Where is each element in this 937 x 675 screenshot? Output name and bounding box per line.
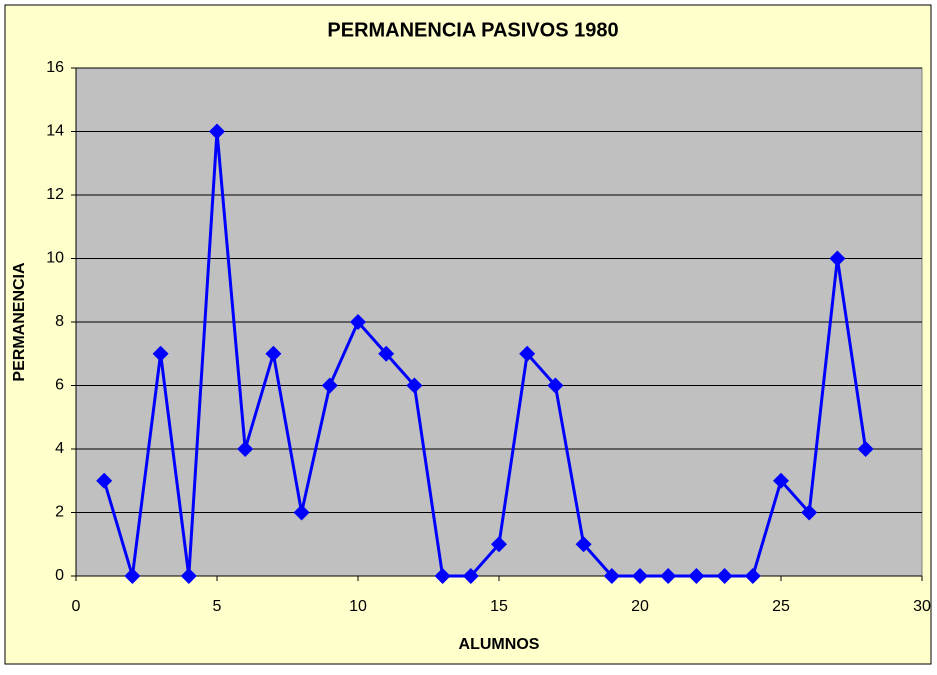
y-axis-label: PERMANENCIA xyxy=(11,262,28,382)
point-marker xyxy=(660,568,677,584)
point-marker xyxy=(603,568,620,584)
y-tick-label: 16 xyxy=(46,59,64,76)
point-marker xyxy=(632,568,648,584)
point-marker xyxy=(857,441,874,457)
point-marker xyxy=(152,345,169,362)
point-marker xyxy=(321,377,338,394)
point-marker xyxy=(744,568,761,584)
point-marker xyxy=(575,536,592,553)
point-marker xyxy=(773,472,789,489)
point-marker xyxy=(519,345,536,362)
x-tick-label: 0 xyxy=(72,598,81,615)
point-marker xyxy=(716,568,733,584)
y-tick-label: 14 xyxy=(46,123,64,140)
point-marker xyxy=(180,568,197,584)
y-tick-label: 4 xyxy=(55,440,64,457)
point-marker xyxy=(378,345,395,362)
point-marker xyxy=(209,123,225,140)
point-marker xyxy=(462,568,479,584)
y-tick-label: 8 xyxy=(55,313,64,330)
point-marker xyxy=(829,250,846,267)
x-tick-label: 30 xyxy=(913,598,931,615)
y-tick-label: 2 xyxy=(55,504,64,521)
x-tick-label: 5 xyxy=(213,598,222,615)
x-tick-label: 25 xyxy=(772,598,790,615)
x-tick-label: 20 xyxy=(631,598,649,615)
chart-title: PERMANENCIA PASIVOS 1980 xyxy=(327,19,618,41)
point-marker xyxy=(237,441,254,457)
x-tick-label: 15 xyxy=(490,598,508,615)
y-tick-label: 10 xyxy=(46,250,64,267)
point-marker xyxy=(491,536,507,553)
series-line xyxy=(102,131,868,578)
y-tick-label: 6 xyxy=(55,377,64,394)
point-marker xyxy=(547,377,564,394)
y-tick-label: 12 xyxy=(46,186,64,203)
y-tick-label: 0 xyxy=(55,567,64,584)
point-marker xyxy=(434,568,451,584)
point-marker xyxy=(406,377,423,394)
point-marker xyxy=(124,568,141,584)
point-marker xyxy=(293,504,310,521)
x-axis-label: ALUMNOS xyxy=(459,636,540,653)
point-marker xyxy=(265,345,282,362)
point-marker xyxy=(688,568,705,584)
point-marker xyxy=(350,314,366,330)
x-tick-label: 10 xyxy=(349,598,367,615)
point-marker xyxy=(96,472,113,489)
point-marker xyxy=(801,504,818,521)
